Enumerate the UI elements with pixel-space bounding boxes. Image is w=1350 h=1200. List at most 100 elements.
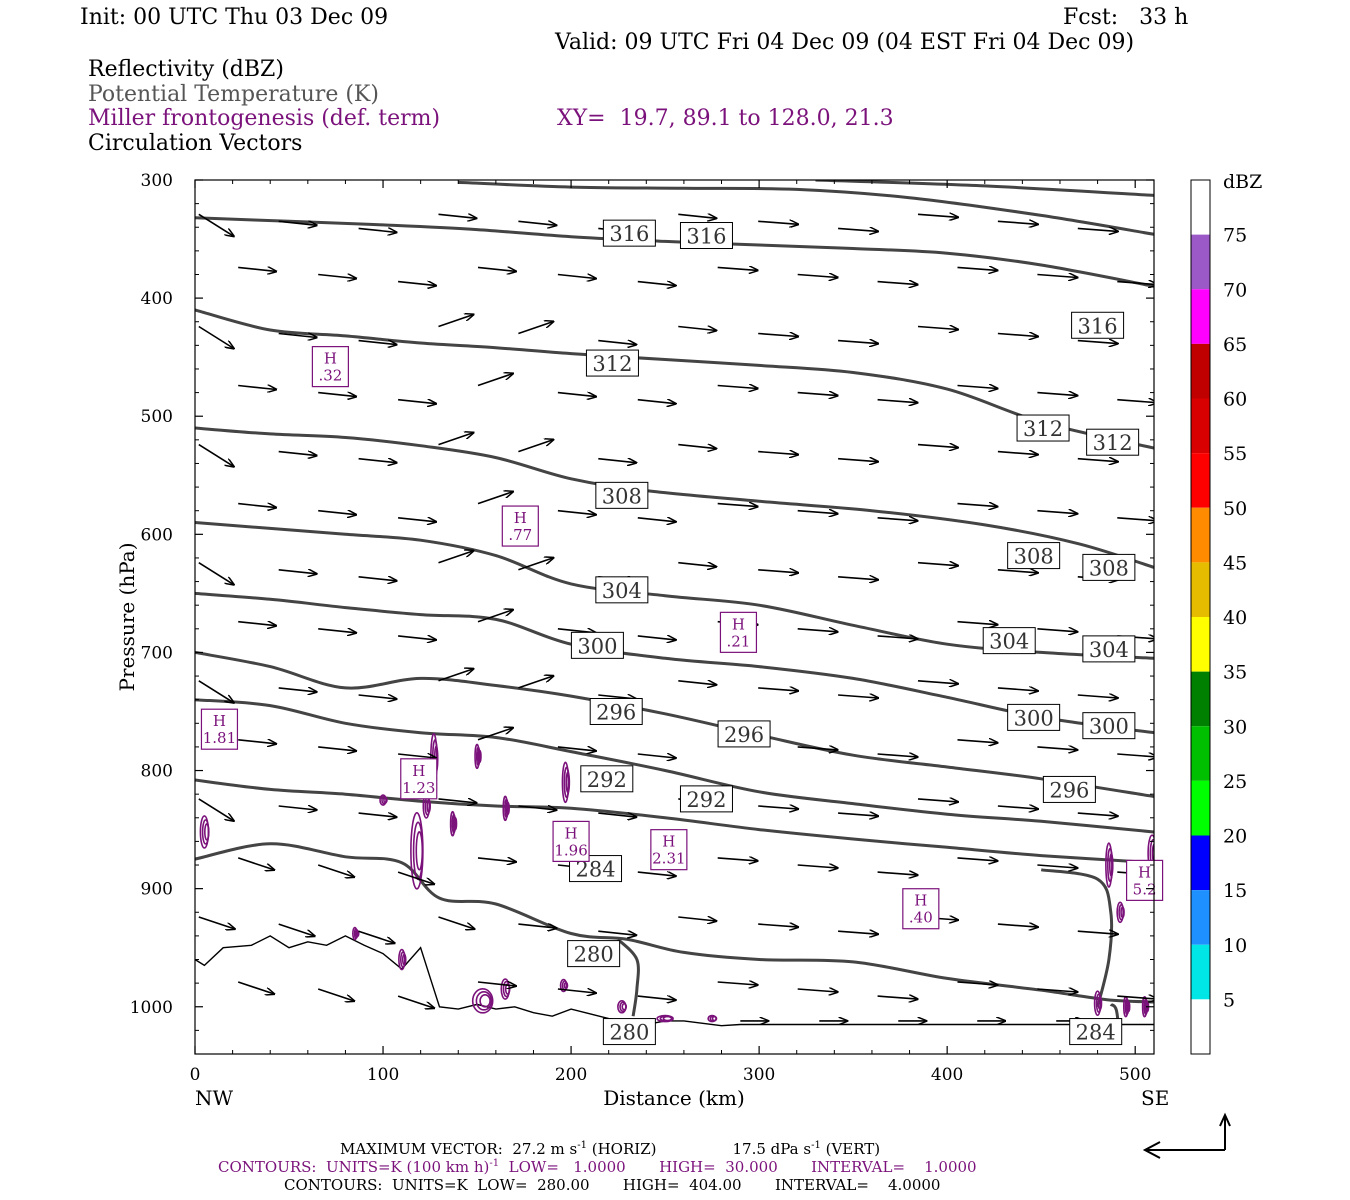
contour-label-box [679,785,733,813]
circulation-vector [957,504,998,507]
circulation-vector [518,558,553,571]
colorbar-swatch [1191,944,1210,1000]
circulation-vector [238,267,276,271]
contour-label-box [1082,553,1136,581]
contour-label-box [602,219,656,247]
circulation-vector [637,400,676,404]
contour-label: 308 [1089,556,1129,580]
circulation-vector [518,221,556,225]
frontogenesis-contour [1124,998,1130,1016]
circulation-vector [278,221,317,225]
colorbar-title: dBZ [1223,171,1262,193]
circulation-vector [1037,989,1077,992]
circulation-vector [477,858,516,862]
frontogenesis-max-box [400,758,438,800]
circulation-vector [477,492,513,505]
circulation-vector [1117,282,1154,285]
circulation-vector [198,443,234,467]
colorbar-level: 40 [1223,607,1247,629]
frontogenesis-max-value: 1.96 [554,841,587,859]
contour-label-box [585,349,639,377]
circulation-vector [637,518,676,522]
circulation-vector [797,629,838,632]
y-tick-label: 600 [141,525,173,545]
circulation-vector [997,452,1038,455]
circulation-vector [997,221,1038,224]
colorbar-level: 35 [1223,662,1247,684]
y-tick-label: 400 [141,289,173,309]
circulation-vector [198,916,235,929]
circulation-vector [1117,754,1154,757]
circulation-vector [198,325,234,349]
circulation-vector [637,754,676,758]
contour-label: 296 [1049,778,1089,802]
contour-label: 312 [592,352,632,376]
x-tick-label: 500 [1119,1065,1151,1085]
contour-label: 296 [596,700,636,724]
circulation-vector [318,747,356,751]
circulation-vector [838,695,878,698]
colorbar-swatch [1191,780,1210,836]
circulation-vector [1117,400,1154,403]
circulation-vector [278,334,317,338]
circulation-vector [877,282,918,285]
circulation-vector [678,917,716,921]
circulation-vector [957,267,998,270]
frontogenesis-contour [452,816,458,831]
circulation-vector [637,996,676,1000]
valid-time: Valid: 09 UTC Fri 04 Dec 09 (04 EST Fri … [555,30,1135,55]
theta-contour-312 [195,308,1154,450]
frontogenesis-contour [353,928,359,939]
colorbar-level: 65 [1223,334,1247,356]
circulation-vector [877,518,918,521]
frontogenesis-contour [662,1015,673,1022]
x-tick-label: 100 [367,1065,399,1085]
circulation-vector [477,982,516,986]
circulation-vector [358,695,397,699]
circulation-vector [1117,518,1154,521]
frontogenesis-contour [504,798,509,819]
circulation-vector [917,214,958,217]
circulation-vector [398,754,436,758]
circulation-vector [477,728,513,741]
circulation-vector [717,267,758,270]
theta-contour-info: CONTOURS: UNITS=K LOW= 280.00 HIGH= 404.… [284,1176,941,1194]
circulation-vector [198,213,234,236]
field-potential-temperature: Potential Temperature (K) [88,82,379,107]
reference-vector [1142,1112,1231,1159]
field-miller-frontogenesis: Miller frontogenesis (def. term) [88,106,441,131]
contour-label-box [1042,775,1096,803]
theta-contour-296 [195,650,1154,798]
circulation-vector [198,798,234,821]
circulation-vector [678,214,716,218]
circulation-vector [838,341,878,344]
colorbar-level: 15 [1223,880,1247,902]
frontogenesis-max-marker: H [662,833,675,851]
frontogenesis-contour [1108,853,1114,877]
circulation-vector [438,669,474,682]
circulation-vector [278,452,317,456]
circulation-vector [518,440,553,453]
circulation-vector [758,452,798,455]
circulation-vector [637,636,676,640]
circulation-vector [797,989,838,992]
contour-label-box [595,576,649,604]
circulation-vector [358,577,397,581]
contour-label: 316 [609,222,649,246]
circulation-vector [438,551,474,564]
circulation-vector [318,511,356,515]
contour-label: 300 [577,634,617,658]
circulation-vector [1117,996,1154,999]
frontogenesis-max-box [1125,859,1164,901]
circulation-vector [797,865,838,868]
circulation-vector [797,511,838,514]
contour-label-box [1007,542,1061,570]
circulation-vector [238,386,276,390]
contour-label-box [595,481,649,509]
colorbar-swatch [1191,453,1210,508]
frontogenesis-max-value: .32 [318,367,342,385]
frontogenesis-contour [412,821,424,881]
circulation-vector [758,221,798,224]
frontogenesis-max-marker: H [412,762,425,780]
frontogenesis-contour [565,771,571,794]
